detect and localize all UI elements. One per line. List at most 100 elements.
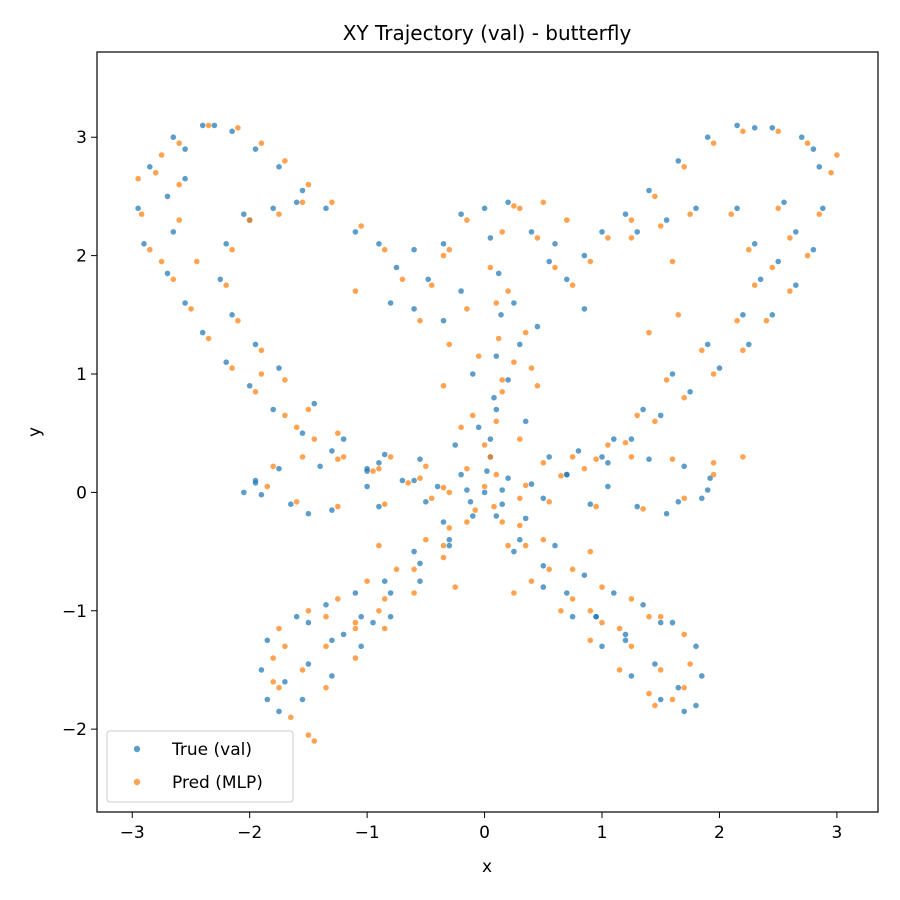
scatter-point-1-159 xyxy=(681,631,687,638)
scatter-point-1-23 xyxy=(176,140,182,146)
scatter-point-1-41 xyxy=(293,499,300,505)
scatter-point-0-26 xyxy=(164,270,171,277)
scatter-point-1-8 xyxy=(517,205,523,212)
scatter-point-1-28 xyxy=(188,306,194,312)
scatter-point-0-90 xyxy=(540,495,547,502)
scatter-point-0-154 xyxy=(540,584,547,590)
scatter-point-1-203 xyxy=(376,542,382,549)
scatter-point-1-173 xyxy=(475,353,482,360)
scatter-point-0-9 xyxy=(458,211,464,217)
scatter-point-1-33 xyxy=(311,436,318,442)
scatter-point-0-130 xyxy=(258,667,265,673)
scatter-point-1-63 xyxy=(534,235,541,241)
scatter-point-0-177 xyxy=(452,442,459,448)
scatter-point-1-184 xyxy=(472,507,479,513)
scatter-point-0-50 xyxy=(217,276,224,283)
scatter-point-0-93 xyxy=(675,499,682,505)
scatter-point-1-156 xyxy=(528,578,535,584)
scatter-point-0-160 xyxy=(611,590,617,596)
scatter-point-1-103 xyxy=(699,347,705,354)
scatter-point-0-122 xyxy=(264,696,271,703)
scatter-point-0-55 xyxy=(340,436,347,442)
scatter-point-1-4 xyxy=(495,335,502,342)
scatter-point-1-131 xyxy=(270,655,277,661)
legend-marker-pred xyxy=(133,778,141,786)
scatter-point-1-179 xyxy=(517,436,523,442)
scatter-point-0-24 xyxy=(135,205,141,212)
scatter-point-0-174 xyxy=(440,317,447,324)
scatter-point-0-92 xyxy=(634,503,640,510)
scatter-point-1-12 xyxy=(428,282,435,289)
scatter-point-1-57 xyxy=(299,199,306,206)
scatter-point-1-74 xyxy=(804,140,811,146)
scatter-point-0-17 xyxy=(299,187,306,194)
scatter-point-1-35 xyxy=(370,468,376,474)
scatter-point-1-82 xyxy=(710,371,717,377)
scatter-point-0-66 xyxy=(564,276,570,283)
scatter-point-0-190 xyxy=(305,510,312,517)
scatter-point-1-49 xyxy=(229,246,235,253)
scatter-point-1-87 xyxy=(558,473,564,479)
scatter-point-1-65 xyxy=(569,282,576,289)
scatter-point-1-171 xyxy=(499,389,506,395)
scatter-point-0-188 xyxy=(241,489,247,496)
scatter-point-0-59 xyxy=(293,199,300,206)
scatter-point-0-115 xyxy=(446,536,453,543)
scatter-point-0-109 xyxy=(793,229,799,235)
scatter-point-0-99 xyxy=(564,471,570,478)
scatter-point-1-42 xyxy=(264,483,271,490)
scatter-point-1-66 xyxy=(587,258,594,265)
scatter-point-0-18 xyxy=(276,164,282,170)
scatter-point-1-31 xyxy=(252,389,259,395)
scatter-point-1-206 xyxy=(452,584,459,590)
scatter-point-1-190 xyxy=(387,454,394,460)
scatter-point-0-140 xyxy=(493,513,500,519)
scatter-point-0-124 xyxy=(299,696,306,703)
scatter-point-0-100 xyxy=(734,205,740,212)
scatter-point-0-125 xyxy=(329,673,335,679)
scatter-point-1-177 xyxy=(446,341,453,348)
scatter-point-0-123 xyxy=(276,708,282,715)
scatter-point-1-115 xyxy=(464,519,470,525)
scatter-point-0-40 xyxy=(329,507,335,513)
scatter-point-1-6 xyxy=(487,264,494,271)
scatter-point-1-196 xyxy=(293,424,300,431)
scatter-point-1-150 xyxy=(681,684,687,691)
scatter-point-1-119 xyxy=(352,619,359,626)
scatter-point-1-183 xyxy=(491,503,497,510)
scatter-point-0-52 xyxy=(252,341,259,348)
scatter-point-0-183 xyxy=(440,519,447,525)
scatter-point-1-121 xyxy=(299,667,306,673)
scatter-point-0-145 xyxy=(622,637,629,644)
scatter-point-1-51 xyxy=(235,317,241,324)
scatter-point-0-49 xyxy=(223,241,229,247)
scatter-point-1-105 xyxy=(634,412,640,419)
scatter-point-1-192 xyxy=(440,383,447,389)
scatter-point-1-93 xyxy=(710,471,717,478)
scatter-point-0-45 xyxy=(317,463,323,470)
scatter-point-0-15 xyxy=(352,229,359,235)
scatter-point-1-111 xyxy=(657,223,664,229)
scatter-point-0-192 xyxy=(699,495,705,502)
x-axis-label: x xyxy=(482,857,492,877)
scatter-point-0-101 xyxy=(751,241,758,247)
scatter-point-0-180 xyxy=(499,501,506,508)
scatter-point-1-29 xyxy=(205,335,212,342)
scatter-point-0-47 xyxy=(411,477,417,484)
scatter-point-1-151 xyxy=(669,696,676,703)
scatter-point-0-119 xyxy=(329,637,335,644)
scatter-point-0-120 xyxy=(305,661,312,667)
scatter-point-0-51 xyxy=(229,312,235,318)
scatter-point-0-38 xyxy=(423,499,429,505)
scatter-point-1-52 xyxy=(258,347,265,354)
scatter-point-0-107 xyxy=(611,436,617,442)
scatter-point-0-171 xyxy=(517,341,523,348)
y-tick-label: 0 xyxy=(76,483,87,503)
scatter-point-1-24 xyxy=(152,169,159,176)
scatter-point-1-30 xyxy=(229,365,235,371)
scatter-point-0-193 xyxy=(182,146,188,152)
scatter-point-0-170 xyxy=(470,371,476,377)
scatter-point-0-4 xyxy=(493,353,500,360)
scatter-point-1-61 xyxy=(158,258,165,265)
scatter-point-1-18 xyxy=(305,181,312,188)
